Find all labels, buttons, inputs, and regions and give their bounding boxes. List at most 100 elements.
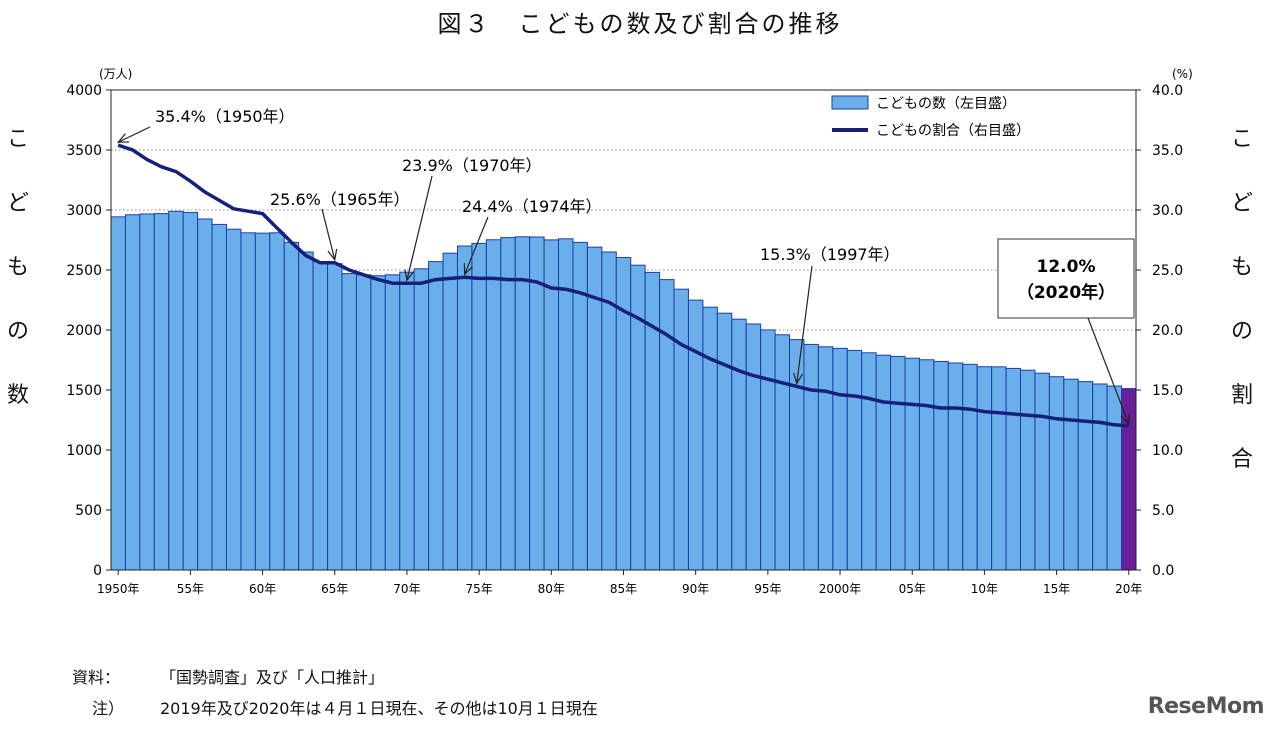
x-tick-label: 70年 — [393, 582, 420, 596]
legend-label-bar: こどもの数（左目盛） — [876, 96, 1016, 112]
source-label: 資料： — [72, 668, 121, 687]
bar-1952 — [139, 213, 155, 571]
y2-tick-label: 35.0 — [1152, 143, 1183, 159]
bar-1967 — [355, 274, 372, 571]
bar-2005 — [904, 357, 920, 571]
y-tick-label: 4000 — [66, 83, 102, 99]
x-tick-label: 2000年 — [819, 582, 862, 596]
bar-2017 — [1077, 381, 1094, 571]
bar-1950 — [110, 216, 126, 571]
x-tick-label: 65年 — [321, 582, 348, 596]
x-tick-label: 20年 — [1115, 582, 1142, 596]
annotation-box-2020 — [997, 238, 1135, 319]
bar-1963 — [298, 251, 314, 571]
bar-2014 — [1034, 372, 1050, 571]
bar-2009 — [962, 363, 978, 571]
bar-2015 — [1048, 376, 1065, 571]
y-tick-label: 1500 — [66, 383, 102, 399]
bar-2008 — [947, 362, 964, 571]
annotation-1997: 15.3%（1997年） — [760, 245, 900, 264]
x-tick-label: 05年 — [899, 582, 926, 596]
x-tick-label: 80年 — [538, 582, 565, 596]
bar-1959 — [240, 232, 256, 571]
bar-1969 — [384, 274, 401, 571]
bar-1953 — [153, 213, 170, 571]
annotation-arrow-2020 — [1087, 317, 1130, 425]
y-tick-label: 0 — [93, 563, 102, 579]
left-unit-label: (万人) — [99, 67, 132, 81]
bar-1979 — [529, 236, 545, 571]
bar-2010 — [976, 366, 993, 571]
x-tick-label: 15年 — [1043, 582, 1070, 596]
bar-1973 — [442, 252, 458, 571]
left-axis-vertical-label: こどもの数 — [6, 127, 29, 408]
bar-1977 — [500, 237, 516, 571]
legend-label-line: こどもの割合（右目盛） — [876, 122, 1030, 139]
x-tick-label: 60年 — [249, 582, 276, 596]
annotation-arrowhead-1965 — [327, 248, 338, 262]
bar-2003 — [875, 354, 892, 571]
bar-2019 — [1106, 385, 1123, 571]
legend-swatch-bar — [831, 95, 869, 110]
ratio-line — [117, 143, 1129, 428]
bar-1971 — [413, 268, 430, 571]
source-text: 「国勢調査」及び「人口推計」 — [160, 668, 385, 687]
bar-1999 — [817, 346, 834, 571]
y-tick-label: 2000 — [66, 323, 102, 339]
annotation-arrow-1970 — [406, 175, 433, 281]
bar-1954 — [168, 210, 184, 571]
bar-1998 — [803, 343, 819, 571]
bar-1957 — [211, 223, 227, 571]
x-tick-label: 10年 — [971, 582, 998, 596]
x-tick-label: 85年 — [610, 582, 637, 596]
bar-1974 — [456, 245, 473, 571]
bar-1994 — [745, 323, 762, 571]
bar-1961 — [269, 232, 285, 571]
y2-tick-label: 40.0 — [1152, 83, 1183, 99]
y-tick-label: 500 — [75, 503, 102, 519]
y2-tick-label: 5.0 — [1152, 503, 1174, 519]
bar-2002 — [861, 352, 877, 571]
note-text: 2019年及び2020年は４月１日現在、その他は10月１日現在 — [160, 699, 598, 718]
brand-logo: ReseMom — [1147, 694, 1265, 719]
bar-2004 — [890, 355, 906, 571]
y2-tick-label: 20.0 — [1152, 323, 1183, 339]
bar-1991 — [702, 306, 718, 571]
bar-2016 — [1063, 378, 1079, 571]
bar-1962 — [283, 241, 300, 571]
x-tick-label: 90年 — [682, 582, 709, 596]
bar-1958 — [225, 228, 242, 571]
bar-1978 — [514, 236, 531, 571]
bar-1968 — [370, 275, 386, 571]
y2-tick-label: 0.0 — [1152, 563, 1174, 579]
annotation-arrow-1950 — [117, 126, 151, 143]
bar-2018 — [1092, 383, 1108, 571]
right-unit-label: (%) — [1172, 67, 1193, 81]
bar-1990 — [687, 299, 704, 571]
bar-2006 — [918, 359, 935, 571]
bar-2007 — [933, 360, 949, 571]
annotation-arrow-1965 — [321, 208, 336, 260]
y-tick-label: 1000 — [66, 443, 102, 459]
annotation-arrow-1997 — [796, 265, 813, 384]
chart-title: 図３ こどもの数及び割合の推移 — [437, 10, 843, 38]
bar-1986 — [630, 264, 646, 571]
bar-1964 — [312, 261, 329, 571]
bar-2012 — [1005, 367, 1022, 571]
x-tick-label: 95年 — [754, 582, 781, 596]
right-axis-vertical-label: こどもの割合 — [1230, 127, 1253, 472]
bar-1975 — [471, 242, 487, 571]
y-tick-label: 3000 — [66, 203, 102, 219]
x-tick-label: 1950年 — [97, 582, 140, 596]
y-tick-label: 2500 — [66, 263, 102, 279]
y-tick-label: 3500 — [66, 143, 102, 159]
annotation-1974: 24.4%（1974年） — [462, 197, 602, 216]
annotation-1965: 25.6%（1965年） — [270, 190, 410, 209]
x-tick-label: 75年 — [465, 582, 492, 596]
annotation-arrow-1974 — [464, 216, 489, 275]
bar-1951 — [124, 214, 141, 571]
annotation-1950: 35.4%（1950年） — [155, 107, 295, 126]
annotation-2020-year: （2020年） — [1017, 282, 1115, 303]
bar-1987 — [644, 271, 661, 571]
